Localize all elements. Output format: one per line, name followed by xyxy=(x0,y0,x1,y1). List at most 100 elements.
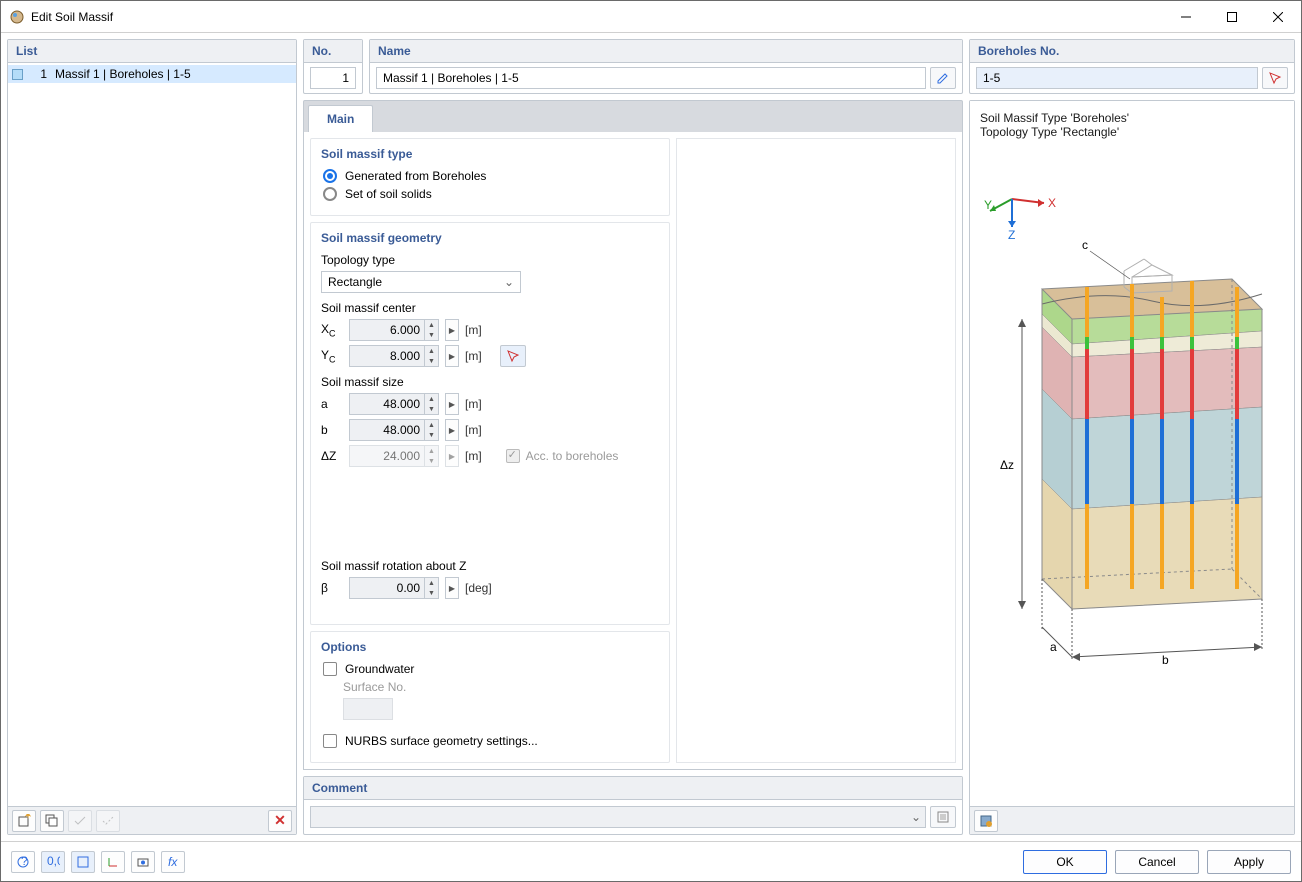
svg-text:Z: Z xyxy=(1008,228,1015,242)
radio-boreholes[interactable]: Generated from Boreholes xyxy=(323,169,659,183)
apply-button[interactable]: Apply xyxy=(1207,850,1291,874)
tab-main[interactable]: Main xyxy=(308,105,373,132)
blank-panel xyxy=(676,138,956,763)
dz-row: ΔZ 24.000▲▼ ▶ [m] Acc. to boreholes xyxy=(321,445,659,467)
minimize-button[interactable] xyxy=(1163,1,1209,33)
options-group: Options Groundwater Surface No. xyxy=(310,631,670,763)
view-button[interactable] xyxy=(71,851,95,873)
a-unit: [m] xyxy=(465,397,482,411)
name-label: Name xyxy=(370,40,962,63)
groundwater-label: Groundwater xyxy=(345,662,414,676)
a-row: a 48.000▲▼ ▶ [m] xyxy=(321,393,659,415)
xc-input[interactable]: 6.000▲▼ xyxy=(349,319,439,341)
no-input[interactable] xyxy=(310,67,356,89)
axes-button[interactable] xyxy=(101,851,125,873)
dz-input: 24.000▲▼ xyxy=(349,445,439,467)
no-panel: No. xyxy=(303,39,363,94)
type-group-title: Soil massif type xyxy=(321,147,659,161)
preview-body: Soil Massif Type 'Boreholes' Topology Ty… xyxy=(970,101,1294,806)
new-item-button[interactable]: ✶ xyxy=(12,810,36,832)
svg-text:Y: Y xyxy=(984,198,992,212)
radio-set-solids[interactable]: Set of soil solids xyxy=(323,187,659,201)
comment-pick-button[interactable] xyxy=(930,806,956,828)
ok-button[interactable]: OK xyxy=(1023,850,1107,874)
help-button[interactable]: ? xyxy=(11,851,35,873)
yc-input[interactable]: 8.000▲▼ xyxy=(349,345,439,367)
topology-value: Rectangle xyxy=(328,275,382,289)
edit-name-button[interactable] xyxy=(930,67,956,89)
topology-label: Topology type xyxy=(321,253,659,267)
middle-column: No. Name Main xyxy=(303,39,963,835)
boreholes-panel: Boreholes No. xyxy=(969,39,1295,94)
list-item[interactable]: 1 Massif 1 | Boreholes | 1-5 xyxy=(8,65,296,83)
delete-x-icon: ✕ xyxy=(274,812,286,829)
script-button[interactable]: fx xyxy=(161,851,185,873)
list-item-swatch xyxy=(12,69,23,80)
yc-step-button[interactable]: ▶ xyxy=(445,345,459,367)
nurbs-row[interactable]: NURBS surface geometry settings... xyxy=(323,734,659,748)
chevron-down-icon: ⌄ xyxy=(911,810,921,824)
units-button[interactable]: 0,00 xyxy=(41,851,65,873)
content-area: List 1 Massif 1 | Boreholes | 1-5 ✶ ✕ xyxy=(1,33,1301,841)
boreholes-input[interactable] xyxy=(976,67,1258,89)
size-label: Soil massif size xyxy=(321,375,659,389)
yc-label: YC xyxy=(321,348,343,364)
radio-boreholes-label: Generated from Boreholes xyxy=(345,169,486,183)
svg-text:Δz: Δz xyxy=(1000,458,1014,472)
capture-button[interactable] xyxy=(131,851,155,873)
beta-row: β 0.00▲▼ ▶ [deg] xyxy=(321,577,659,599)
radio-set-label: Set of soil solids xyxy=(345,187,432,201)
b-row: b 48.000▲▼ ▶ [m] xyxy=(321,419,659,441)
footer-right-buttons: OK Cancel Apply xyxy=(1023,850,1291,874)
comment-combo[interactable]: ⌄ xyxy=(310,806,926,828)
acc-boreholes-label: Acc. to boreholes xyxy=(526,449,619,463)
b-unit: [m] xyxy=(465,423,482,437)
b-label: b xyxy=(321,423,343,437)
nurbs-label: NURBS surface geometry settings... xyxy=(345,734,538,748)
geometry-group-title: Soil massif geometry xyxy=(321,231,659,245)
uncheck-all-button xyxy=(96,810,120,832)
footer: ? 0,00 fx OK Cancel Apply xyxy=(1,841,1301,881)
titlebar: Edit Soil Massif xyxy=(1,1,1301,33)
footer-left-tools: ? 0,00 fx xyxy=(11,851,185,873)
left-column: List 1 Massif 1 | Boreholes | 1-5 ✶ ✕ xyxy=(7,39,297,835)
list-panel: List 1 Massif 1 | Boreholes | 1-5 ✶ ✕ xyxy=(7,39,297,835)
tabs-body: Soil massif type Generated from Borehole… xyxy=(303,132,963,770)
close-button[interactable] xyxy=(1255,1,1301,33)
no-label: No. xyxy=(304,40,362,63)
dialog-window: Edit Soil Massif List 1 Massif 1 | Boreh… xyxy=(0,0,1302,882)
delete-item-button[interactable]: ✕ xyxy=(268,810,292,832)
b-step-button[interactable]: ▶ xyxy=(445,419,459,441)
maximize-button[interactable] xyxy=(1209,1,1255,33)
cancel-button[interactable]: Cancel xyxy=(1115,850,1199,874)
surface-no-label: Surface No. xyxy=(343,680,659,694)
name-input[interactable] xyxy=(376,67,926,89)
a-input[interactable]: 48.000▲▼ xyxy=(349,393,439,415)
beta-label: β xyxy=(321,581,343,595)
yc-unit: [m] xyxy=(465,349,482,363)
svg-text:c: c xyxy=(1082,238,1088,252)
groundwater-row[interactable]: Groundwater xyxy=(323,662,659,676)
beta-unit: [deg] xyxy=(465,581,492,595)
copy-item-button[interactable] xyxy=(40,810,64,832)
preview-panel: Soil Massif Type 'Boreholes' Topology Ty… xyxy=(969,100,1295,835)
comment-panel: Comment ⌄ xyxy=(303,776,963,835)
pick-boreholes-button[interactable] xyxy=(1262,67,1288,89)
preview-info-2: Topology Type 'Rectangle' xyxy=(980,125,1284,139)
beta-input[interactable]: 0.00▲▼ xyxy=(349,577,439,599)
groundwater-check[interactable] xyxy=(323,662,337,676)
options-group-title: Options xyxy=(321,640,659,654)
topology-select[interactable]: Rectangle ⌄ xyxy=(321,271,521,293)
preview-settings-button[interactable] xyxy=(974,810,998,832)
a-label: a xyxy=(321,397,343,411)
pick-point-button[interactable] xyxy=(500,345,526,367)
acc-boreholes-check xyxy=(506,449,520,463)
nurbs-check[interactable] xyxy=(323,734,337,748)
b-input[interactable]: 48.000▲▼ xyxy=(349,419,439,441)
geometry-group: Soil massif geometry Topology type Recta… xyxy=(310,222,670,625)
beta-step-button[interactable]: ▶ xyxy=(445,577,459,599)
svg-text:✶: ✶ xyxy=(23,814,31,822)
svg-text:0,00: 0,00 xyxy=(47,855,60,868)
a-step-button[interactable]: ▶ xyxy=(445,393,459,415)
xc-step-button[interactable]: ▶ xyxy=(445,319,459,341)
